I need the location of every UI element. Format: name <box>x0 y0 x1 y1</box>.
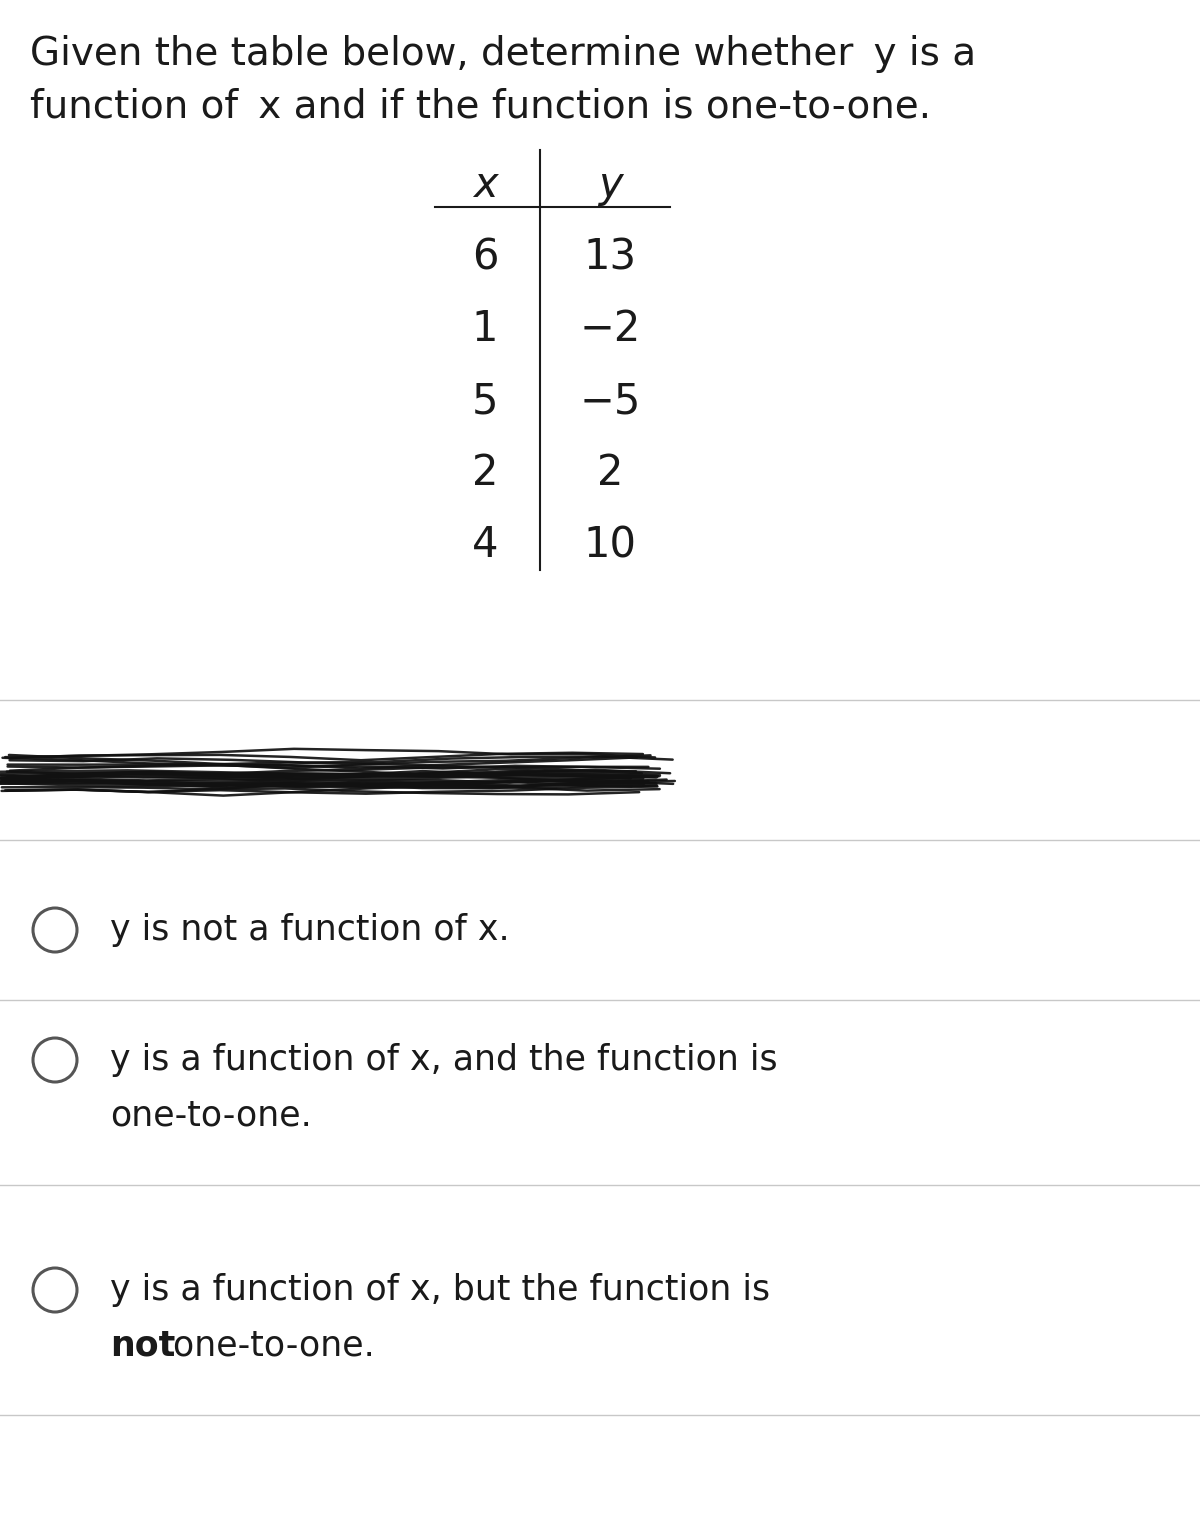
Text: one-to-one.: one-to-one. <box>110 1098 312 1132</box>
Text: 10: 10 <box>583 524 636 566</box>
Text: 4: 4 <box>472 524 498 566</box>
Text: 2: 2 <box>472 452 498 494</box>
Text: y is a function of x, but the function is: y is a function of x, but the function i… <box>110 1273 770 1307</box>
Text: Given the table below, determine whether  y is a: Given the table below, determine whether… <box>30 35 976 72</box>
Text: 5: 5 <box>472 380 498 421</box>
Text: function of  x and if the function is one-to-one.: function of x and if the function is one… <box>30 88 931 126</box>
Text: not: not <box>110 1327 175 1363</box>
Text: 6: 6 <box>472 235 498 278</box>
Text: 1: 1 <box>472 308 498 351</box>
Text: y is not a function of x.: y is not a function of x. <box>110 914 510 947</box>
Text: y: y <box>598 165 623 206</box>
Text: x: x <box>473 165 497 206</box>
Text: −2: −2 <box>580 308 641 351</box>
Text: 2: 2 <box>596 452 623 494</box>
Text: −5: −5 <box>580 380 641 421</box>
Text: 13: 13 <box>583 235 636 278</box>
Text: one-to-one.: one-to-one. <box>162 1327 374 1363</box>
Text: y is a function of x, and the function is: y is a function of x, and the function i… <box>110 1043 778 1077</box>
